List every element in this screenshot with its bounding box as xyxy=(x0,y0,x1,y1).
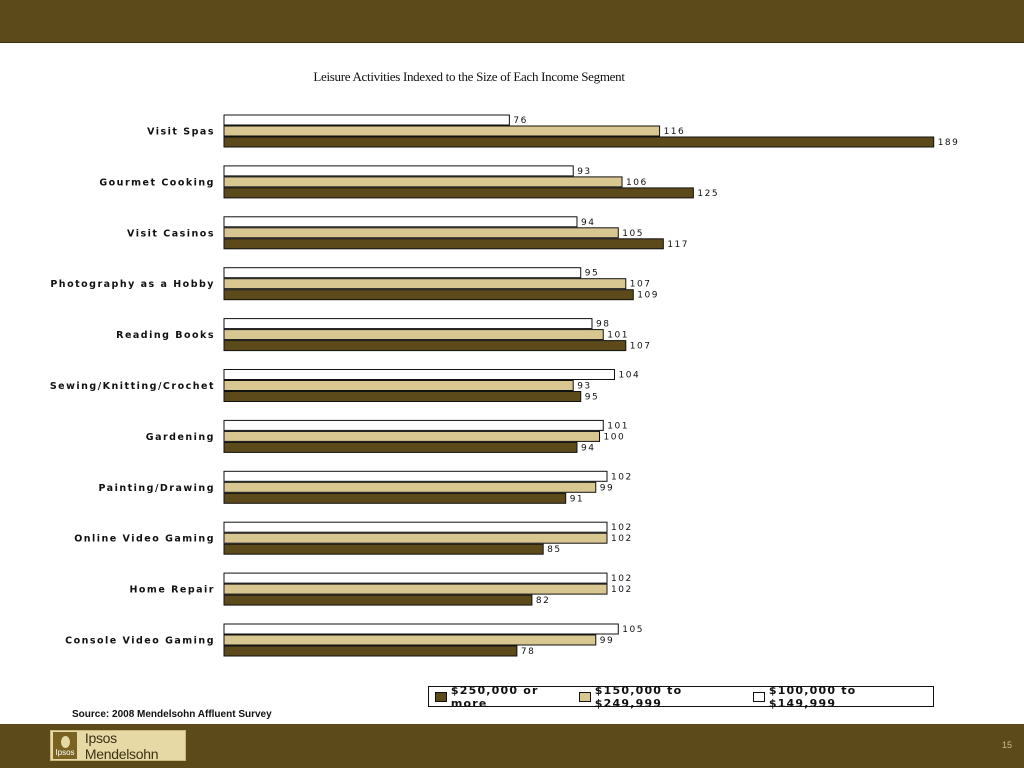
bar-gardening-150k xyxy=(223,430,600,442)
legend-swatch-100k xyxy=(752,691,765,702)
value-label-home-repair-150k: 102 xyxy=(611,585,633,595)
bar-painting-drawing-100k xyxy=(223,470,608,482)
value-label-gourmet-cooking-150k: 106 xyxy=(626,178,648,188)
value-label-reading-books-250k: 107 xyxy=(630,342,652,352)
value-label-photography-as-a-hobby-150k: 107 xyxy=(630,280,652,290)
bar-painting-drawing-250k xyxy=(223,492,567,504)
bar-gourmet-cooking-150k xyxy=(223,176,623,188)
value-label-visit-casinos-250k: 117 xyxy=(667,240,689,250)
page-number: 15 xyxy=(1001,740,1012,750)
legend-swatch-250k xyxy=(435,691,447,702)
value-label-gourmet-cooking-250k: 125 xyxy=(697,189,719,199)
category-label-painting-drawing: Painting/Drawing xyxy=(98,483,215,494)
legend-swatch-150k xyxy=(578,691,591,702)
category-label-home-repair: Home Repair xyxy=(129,585,215,596)
legend-item-100k: $100,000 to $149,999 xyxy=(752,683,927,710)
bar-home-repair-100k xyxy=(223,572,608,584)
category-label-visit-casinos: Visit Casinos xyxy=(127,228,215,239)
value-label-home-repair-100k: 102 xyxy=(611,574,633,584)
ipsos-logo-mark: Ipsos xyxy=(53,732,77,759)
bar-console-video-gaming-250k xyxy=(223,645,518,657)
bar-reading-books-150k xyxy=(223,329,604,341)
bar-home-repair-150k xyxy=(223,583,608,595)
bar-photography-as-a-hobby-250k xyxy=(223,289,634,301)
value-label-painting-drawing-150k: 99 xyxy=(600,483,614,493)
bar-visit-casinos-100k xyxy=(223,216,578,228)
category-label-sewing-knitting-crochet: Sewing/Knitting/Crochet xyxy=(50,381,215,392)
bar-reading-books-100k xyxy=(223,318,593,330)
bar-photography-as-a-hobby-150k xyxy=(223,278,627,290)
value-label-console-video-gaming-250k: 78 xyxy=(521,647,535,657)
value-label-console-video-gaming-150k: 99 xyxy=(600,636,614,646)
chart-legend: $250,000 or more $150,000 to $249,999 $1… xyxy=(428,683,934,710)
value-label-visit-spas-100k: 76 xyxy=(513,116,527,126)
bar-visit-spas-150k xyxy=(223,125,661,137)
value-label-console-video-gaming-100k: 105 xyxy=(622,625,644,635)
value-label-painting-drawing-100k: 102 xyxy=(611,472,633,482)
bar-console-video-gaming-150k xyxy=(223,634,597,646)
legend-label-150k: $150,000 to $249,999 xyxy=(594,683,683,710)
bar-online-video-gaming-250k xyxy=(223,543,544,555)
value-label-reading-books-100k: 98 xyxy=(596,320,610,330)
legend-item-250k: $250,000 or more xyxy=(435,684,579,710)
value-label-visit-casinos-100k: 94 xyxy=(581,218,595,228)
category-label-online-video-gaming: Online Video Gaming xyxy=(74,534,215,545)
bar-visit-casinos-150k xyxy=(223,227,619,239)
legend-label-250k: $250,000 or more xyxy=(450,683,539,710)
chart-title: Leisure Activities Indexed to the Size o… xyxy=(313,69,625,84)
value-label-sewing-knitting-crochet-250k: 95 xyxy=(585,393,599,403)
bar-photography-as-a-hobby-100k xyxy=(223,267,582,279)
bar-console-video-gaming-100k xyxy=(223,623,619,635)
value-label-gardening-100k: 101 xyxy=(607,421,629,431)
value-label-visit-casinos-150k: 105 xyxy=(622,229,644,239)
bar-gardening-250k xyxy=(223,441,578,453)
bar-online-video-gaming-150k xyxy=(223,532,608,544)
bar-visit-spas-100k xyxy=(223,114,510,126)
category-label-visit-spas: Visit Spas xyxy=(147,127,215,138)
value-label-reading-books-150k: 101 xyxy=(607,331,629,341)
bar-sewing-knitting-crochet-250k xyxy=(223,391,582,402)
bar-gourmet-cooking-100k xyxy=(223,165,574,177)
category-label-reading-books: Reading Books xyxy=(116,330,215,341)
category-label-gardening: Gardening xyxy=(146,432,215,443)
legend-label-100k: $100,000 to $149,999 xyxy=(768,683,857,710)
category-label-console-video-gaming: Console Video Gaming xyxy=(65,636,215,647)
bar-visit-casinos-250k xyxy=(223,238,664,250)
value-label-gardening-150k: 100 xyxy=(604,432,626,442)
category-label-gourmet-cooking: Gourmet Cooking xyxy=(99,177,215,188)
bar-painting-drawing-150k xyxy=(223,481,597,493)
category-label-photography-as-a-hobby: Photography as a Hobby xyxy=(50,279,215,290)
value-label-online-video-gaming-250k: 85 xyxy=(547,545,561,555)
value-label-painting-drawing-250k: 91 xyxy=(570,494,584,504)
value-label-photography-as-a-hobby-250k: 109 xyxy=(637,291,659,301)
header-band xyxy=(0,0,1024,43)
value-label-online-video-gaming-150k: 102 xyxy=(611,534,633,544)
bar-visit-spas-250k xyxy=(223,136,935,148)
logo-text: Ipsos Mendelsohn xyxy=(84,729,159,762)
value-label-visit-spas-150k: 116 xyxy=(664,127,686,137)
value-label-gardening-250k: 94 xyxy=(581,443,595,453)
bar-sewing-knitting-crochet-150k xyxy=(223,380,574,391)
bar-reading-books-250k xyxy=(223,340,627,352)
value-label-online-video-gaming-100k: 102 xyxy=(611,523,633,533)
value-label-sewing-knitting-crochet-150k: 93 xyxy=(577,382,591,392)
legend-item-150k: $150,000 to $249,999 xyxy=(578,683,753,710)
source-note: Source: 2008 Mendelsohn Affluent Survey xyxy=(72,709,272,720)
bar-home-repair-250k xyxy=(223,594,533,606)
bar-gourmet-cooking-250k xyxy=(223,187,694,199)
bar-online-video-gaming-100k xyxy=(223,521,608,533)
value-label-photography-as-a-hobby-100k: 95 xyxy=(585,269,599,279)
bar-gardening-100k xyxy=(223,419,604,431)
bar-sewing-knitting-crochet-100k xyxy=(223,369,616,380)
value-label-sewing-knitting-crochet-100k: 104 xyxy=(619,371,641,381)
value-label-gourmet-cooking-100k: 93 xyxy=(577,167,591,177)
value-label-home-repair-250k: 82 xyxy=(536,596,550,606)
ipsos-mendelsohn-logo: Ipsos Ipsos Mendelsohn xyxy=(50,729,186,762)
value-label-visit-spas-250k: 189 xyxy=(938,138,960,148)
